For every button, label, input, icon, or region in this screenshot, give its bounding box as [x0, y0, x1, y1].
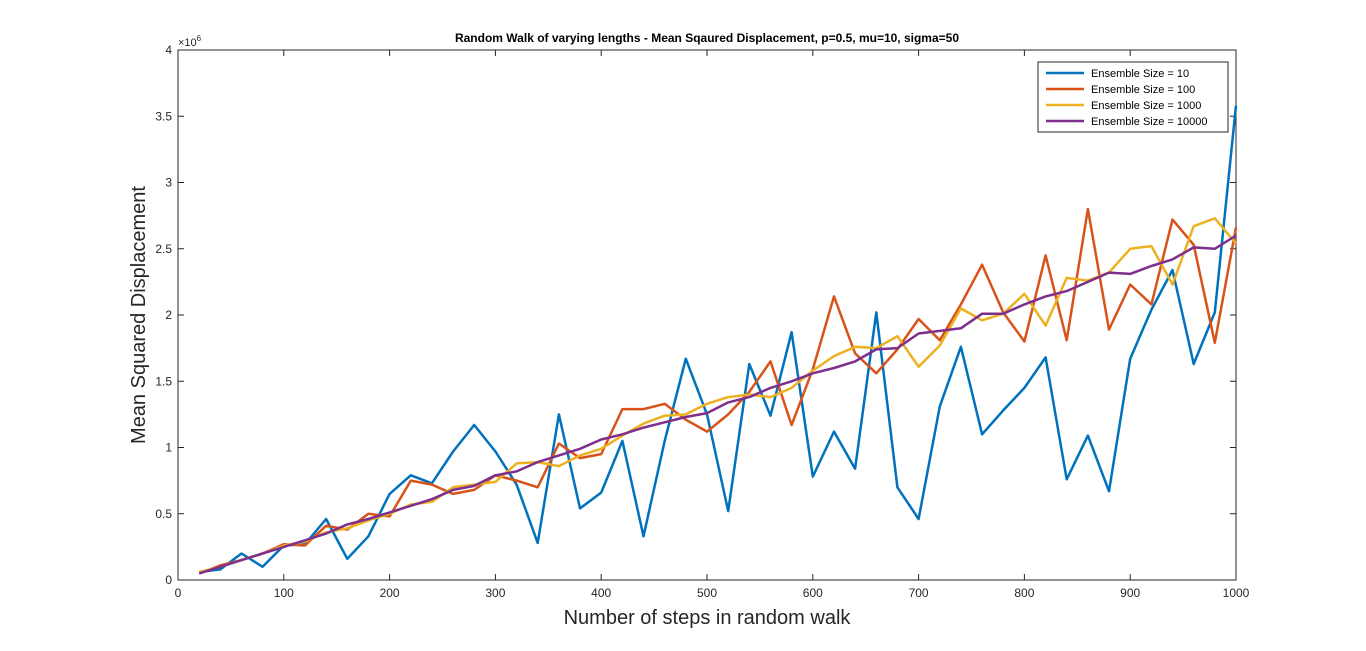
series-line-3 [198, 217, 1237, 574]
x-tick-label: 400 [591, 586, 611, 600]
legend-label-2: Ensemble Size = 100 [1091, 84, 1195, 96]
series-line-2 [198, 207, 1238, 575]
y-tick-label: 2 [165, 308, 172, 322]
series-line-1 [199, 105, 1238, 574]
legend-label-4: Ensemble Size = 10000 [1091, 116, 1208, 128]
series-lines [198, 105, 1238, 575]
x-tick-label: 100 [274, 586, 294, 600]
legend-label-3: Ensemble Size = 1000 [1091, 100, 1201, 112]
legend-label-1: Ensemble Size = 10 [1091, 68, 1189, 80]
series-line-4 [198, 234, 1237, 575]
y-tick-label: 1 [165, 441, 172, 455]
x-axis-label: Number of steps in random walk [564, 607, 852, 629]
x-tick-label: 1000 [1223, 586, 1250, 600]
x-tick-label: 300 [485, 586, 505, 600]
y-axis-exponent-base: ×10 [178, 37, 197, 49]
legend: Ensemble Size = 10 Ensemble Size = 100 Ens… [1037, 61, 1229, 133]
x-tick-label: 200 [380, 586, 400, 600]
y-axis-ticks: 0 0.5 1 1.5 2 2.5 3 3.5 4 [155, 43, 1236, 587]
y-axis-exponent: ×106 [178, 34, 202, 49]
x-tick-label: 600 [803, 586, 823, 600]
x-axis-ticks: 0 100 200 300 400 500 600 700 800 900 1000 [175, 50, 1250, 600]
x-tick-label: 800 [1014, 586, 1034, 600]
x-tick-label: 700 [909, 586, 929, 600]
x-tick-label: 900 [1120, 586, 1140, 600]
y-tick-label: 2.5 [155, 242, 172, 256]
y-tick-label: 1.5 [155, 374, 172, 388]
y-tick-label: 0 [165, 573, 172, 587]
x-tick-label: 500 [697, 586, 717, 600]
chart-title: Random Walk of varying lengths - Mean Sq… [455, 31, 959, 45]
y-axis-exponent-power: 6 [197, 34, 202, 43]
y-tick-label: 4 [165, 43, 172, 57]
y-tick-label: 3.5 [155, 109, 172, 123]
x-tick-label: 0 [175, 586, 182, 600]
y-axis-label: Mean Squared Displacement [128, 186, 150, 444]
y-tick-label: 0.5 [155, 507, 172, 521]
y-tick-label: 3 [165, 176, 172, 190]
